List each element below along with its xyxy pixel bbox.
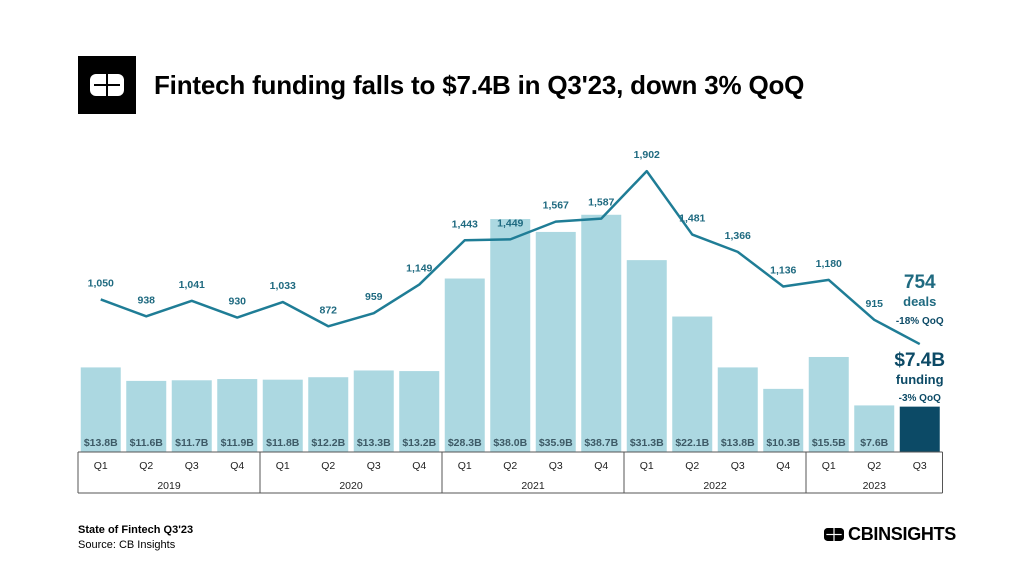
deals-callout-word: deals	[903, 294, 936, 309]
x-tick-label: Q3	[185, 460, 199, 472]
bar	[626, 260, 667, 452]
x-tick-label: Q3	[367, 460, 381, 472]
bar	[672, 316, 713, 452]
brand-wordmark: CBINSIGHTS	[848, 524, 957, 544]
bar	[535, 231, 576, 452]
bar-value-label: $13.2B	[402, 437, 436, 449]
deal-count-label: 1,902	[634, 149, 660, 161]
bar-value-label: $7.6B	[860, 437, 888, 449]
deal-count-label: 1,587	[588, 197, 614, 209]
x-tick-label: Q4	[594, 460, 608, 472]
x-tick-label: Q2	[503, 460, 517, 472]
deal-count-label: 1,041	[179, 279, 205, 291]
bar-value-label: $13.3B	[357, 437, 391, 449]
x-tick-label: Q1	[458, 460, 472, 472]
deal-count-label: 1,567	[543, 200, 569, 212]
deal-count-label: 1,136	[770, 265, 796, 277]
x-tick-label: Q2	[685, 460, 699, 472]
deal-count-label: 1,149	[406, 263, 432, 275]
deal-count-label: 1,443	[452, 218, 478, 230]
bar	[717, 367, 758, 452]
x-tick-label: Q2	[139, 460, 153, 472]
bar-value-label: $10.3B	[766, 437, 800, 449]
cbinsights-logo-icon	[824, 528, 844, 541]
bar	[353, 370, 394, 452]
bar	[854, 405, 895, 452]
deal-count-label: 1,033	[270, 280, 296, 292]
x-tick-label: Q4	[230, 460, 244, 472]
deal-count-label: 1,449	[497, 217, 523, 229]
bar-value-label: $28.3B	[448, 437, 482, 449]
deals-callout-change: -18% QoQ	[896, 316, 944, 327]
year-label: 2020	[339, 480, 363, 492]
bar-value-label: $35.9B	[539, 437, 573, 449]
chart-title: Fintech funding falls to $7.4B in Q3'23,…	[154, 69, 805, 100]
bar-value-label: $31.3B	[630, 437, 664, 449]
x-tick-label: Q4	[776, 460, 790, 472]
bar-value-label: $12.2B	[311, 437, 345, 449]
bar	[581, 214, 622, 452]
bar-value-label: $15.5B	[812, 437, 846, 449]
year-label: 2019	[157, 480, 181, 492]
x-tick-label: Q1	[276, 460, 290, 472]
deal-count-label: 915	[865, 298, 883, 310]
cbinsights-brand: CBINSIGHTS	[824, 524, 956, 545]
x-tick-label: Q3	[731, 460, 745, 472]
bar-value-label: $11.6B	[130, 437, 164, 449]
x-tick-label: Q1	[640, 460, 654, 472]
bar	[126, 380, 167, 452]
funding-callout-change: -3% QoQ	[899, 393, 941, 404]
deal-count-label: 1,481	[679, 213, 705, 225]
chart-header: Fintech funding falls to $7.4B in Q3'23,…	[78, 56, 804, 114]
cb-logo-icon	[78, 56, 136, 114]
bar	[262, 379, 303, 452]
deal-count-label: 938	[137, 294, 155, 306]
bar	[899, 406, 940, 452]
bar-value-label: $11.7B	[175, 437, 209, 449]
year-label: 2023	[863, 480, 887, 492]
deal-count-label: 959	[365, 291, 383, 303]
bar-value-label: $11.9B	[221, 437, 255, 449]
bar-value-label: $13.8B	[84, 437, 118, 449]
bar	[80, 367, 121, 452]
bar	[490, 219, 531, 452]
bar	[217, 379, 258, 452]
source-note: Source: CB Insights	[78, 539, 176, 551]
x-tick-label: Q3	[549, 460, 563, 472]
deals-callout-value: 754	[904, 272, 936, 293]
bar-value-label: $38.0B	[493, 437, 527, 449]
x-tick-label: Q1	[94, 460, 108, 472]
year-label: 2021	[521, 480, 545, 492]
bar-value-label: $13.8B	[721, 437, 755, 449]
deal-count-label: 930	[228, 296, 246, 308]
year-label: 2022	[703, 480, 727, 492]
deal-count-label: 1,050	[88, 277, 114, 289]
x-tick-label: Q4	[412, 460, 426, 472]
bar	[444, 278, 485, 452]
bar	[399, 371, 440, 452]
footer-notes: State of Fintech Q3'23 Source: CB Insigh…	[78, 523, 193, 553]
deals-line	[100, 169, 921, 346]
bar	[808, 356, 849, 452]
bar	[308, 377, 349, 452]
x-tick-label: Q3	[913, 460, 927, 472]
bar	[171, 380, 212, 452]
bar	[763, 388, 804, 452]
bar-value-label: $11.8B	[266, 437, 300, 449]
report-name: State of Fintech Q3'23	[78, 524, 194, 536]
deal-count-label: 872	[319, 304, 337, 316]
funding-callout-value: $7.4B	[894, 350, 945, 371]
deal-count-label: 1,180	[816, 258, 842, 270]
bar-value-label: $38.7B	[584, 437, 618, 449]
bar-value-label: $22.1B	[675, 437, 709, 449]
x-tick-label: Q1	[822, 460, 836, 472]
deal-count-label: 1,366	[725, 230, 751, 242]
x-tick-label: Q2	[867, 460, 881, 472]
funding-callout-word: funding	[896, 372, 944, 387]
x-tick-label: Q2	[321, 460, 335, 472]
